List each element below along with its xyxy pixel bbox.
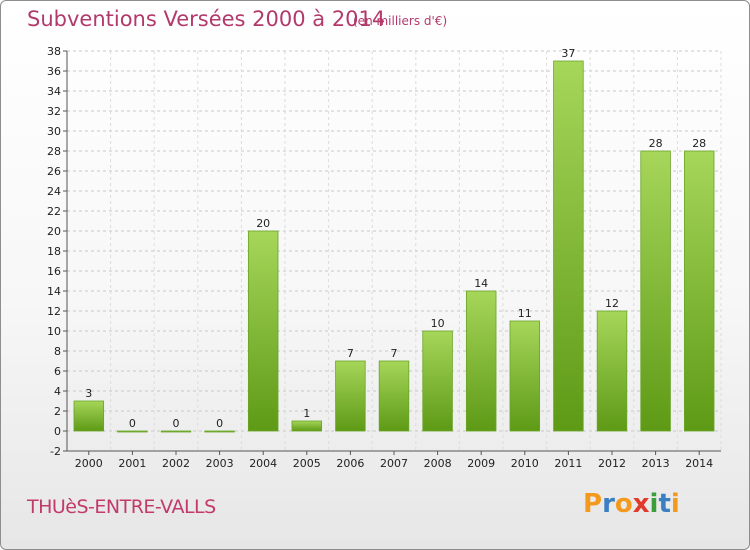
y-tick-label: 34	[47, 85, 61, 98]
bar	[117, 430, 148, 433]
data-label: 7	[391, 347, 398, 360]
y-tick-label: 12	[47, 305, 61, 318]
axes: -202468101214161820222426283032343638200…	[47, 45, 721, 470]
x-tick-label: 2008	[424, 457, 452, 470]
x-tick-label: 2007	[380, 457, 408, 470]
y-tick-label: 32	[47, 105, 61, 118]
y-tick-label: 14	[47, 285, 61, 298]
data-label: 28	[649, 137, 663, 150]
x-tick-label: 2004	[249, 457, 277, 470]
logo-letter: t	[658, 489, 671, 519]
logo-letter: i	[649, 489, 659, 519]
data-label: 0	[129, 417, 136, 430]
x-tick-label: 2002	[162, 457, 190, 470]
x-tick-label: 2001	[118, 457, 146, 470]
y-tick-label: -2	[50, 445, 61, 458]
commune-name: THUèS-ENTRE-VALLS	[27, 496, 216, 518]
bar	[291, 420, 323, 432]
y-tick-label: 24	[47, 185, 61, 198]
data-label: 14	[474, 277, 488, 290]
bars	[73, 60, 715, 433]
y-tick-label: 36	[47, 65, 61, 78]
bar	[465, 290, 497, 432]
y-tick-label: 22	[47, 205, 61, 218]
bar	[509, 320, 541, 432]
logo-letter: r	[602, 489, 615, 519]
bar	[73, 400, 105, 432]
x-tick-label: 2009	[467, 457, 495, 470]
y-tick-label: 0	[54, 425, 61, 438]
data-label: 0	[216, 417, 223, 430]
proxiti-logo[interactable]: Proxiti	[583, 489, 680, 519]
data-label: 37	[561, 47, 575, 60]
y-tick-label: 8	[54, 345, 61, 358]
y-tick-label: 2	[54, 405, 61, 418]
data-label: 0	[173, 417, 180, 430]
y-tick-label: 16	[47, 265, 61, 278]
x-tick-label: 2000	[75, 457, 103, 470]
x-tick-label: 2006	[336, 457, 364, 470]
data-label: 1	[303, 407, 310, 420]
bar	[553, 60, 584, 432]
x-tick-label: 2011	[554, 457, 582, 470]
data-label: 20	[256, 217, 270, 230]
bar	[378, 360, 410, 432]
data-label: 10	[431, 317, 445, 330]
bar	[247, 230, 279, 432]
bar	[422, 330, 453, 432]
chart-subtitle: (en milliers d'€)	[353, 14, 448, 28]
bar	[596, 310, 628, 432]
value-labels: 3 0 0 0 20 1 7 7 10 14 11 37 12 28 28	[85, 47, 706, 430]
x-tick-label: 2005	[293, 457, 321, 470]
data-label: 28	[692, 137, 706, 150]
x-tick-label: 2012	[598, 457, 626, 470]
x-tick-label: 2013	[642, 457, 670, 470]
data-label: 12	[605, 297, 619, 310]
y-tick-label: 4	[54, 385, 61, 398]
data-label: 3	[85, 387, 92, 400]
logo-letter: x	[632, 489, 650, 519]
y-tick-label: 10	[47, 325, 61, 338]
y-tick-label: 26	[47, 165, 61, 178]
x-tick-label: 2014	[685, 457, 713, 470]
x-tick-label: 2010	[511, 457, 539, 470]
data-label: 7	[347, 347, 354, 360]
data-label: 11	[518, 307, 532, 320]
bar	[160, 430, 192, 433]
y-tick-label: 20	[47, 225, 61, 238]
bar	[683, 150, 715, 432]
y-tick-label: 28	[47, 145, 61, 158]
logo-letter: i	[670, 489, 680, 519]
y-tick-label: 30	[47, 125, 61, 138]
logo-letter: o	[614, 489, 633, 519]
x-tick-label: 2003	[206, 457, 234, 470]
logo-letter: P	[583, 489, 603, 519]
chart-title: Subventions Versées 2000 à 2014	[27, 7, 386, 31]
y-tick-label: 18	[47, 245, 61, 258]
y-tick-label: 38	[47, 45, 61, 58]
bar	[640, 150, 671, 432]
y-tick-label: 6	[54, 365, 61, 378]
bar	[335, 360, 366, 432]
bar	[204, 430, 235, 433]
